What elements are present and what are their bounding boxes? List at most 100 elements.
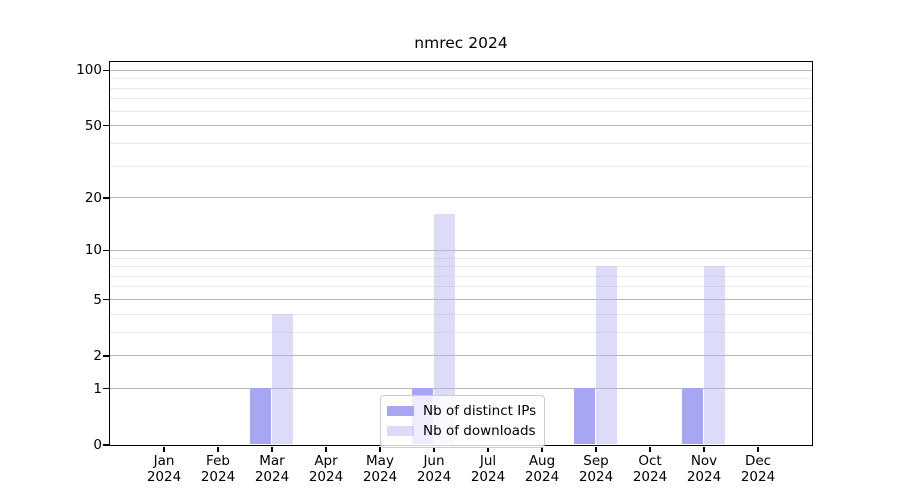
x-tick-mark (271, 446, 273, 452)
x-tick-label-line: 2024 (254, 469, 290, 485)
legend-item-distinct-ips: Nb of distinct IPs (387, 401, 536, 421)
x-tick-label-line: 2024 (740, 469, 776, 485)
gridline-minor (109, 142, 812, 144)
gridline-major (109, 125, 812, 127)
y-tick-mark (102, 444, 110, 446)
x-tick-label-line: Apr (314, 452, 338, 469)
x-tick-label: May 2024 (350, 453, 410, 486)
x-tick-label-line: 2024 (362, 469, 398, 485)
plot-area (108, 60, 813, 446)
x-tick-label-line: 2024 (416, 469, 452, 485)
x-tick-label-line: Jul (479, 452, 497, 469)
x-tick-label: Oct 2024 (620, 453, 680, 486)
legend-swatch-distinct-ips (387, 406, 414, 416)
x-tick-label: Apr 2024 (296, 453, 356, 486)
y-tick-label: 100 (76, 62, 102, 79)
bar-distinct-ips-nov-2024 (681, 388, 704, 445)
x-tick-label: Nov 2024 (674, 453, 734, 486)
x-tick-label-line: Nov (690, 452, 718, 469)
x-tick-label-line: 2024 (470, 469, 506, 485)
bar-distinct-ips-mar-2024 (249, 388, 272, 445)
x-tick-mark (703, 446, 705, 452)
legend-item-downloads: Nb of downloads (387, 421, 536, 441)
y-tick-label: 2 (93, 347, 102, 364)
x-tick-label-line: 2024 (200, 469, 236, 485)
x-tick-label-line: Sep (583, 452, 609, 469)
x-tick-mark (649, 446, 651, 452)
bar-downloads-jun-2024 (433, 214, 456, 445)
chart-title: nmrec 2024 (414, 34, 508, 52)
gridline-minor (109, 98, 812, 100)
x-tick-mark (217, 446, 219, 452)
x-tick-mark (487, 446, 489, 452)
x-tick-label: Sep 2024 (566, 453, 626, 486)
gridline-minor (109, 110, 812, 112)
y-tick-label: 20 (84, 189, 102, 206)
gridline-major (109, 299, 812, 300)
gridline-major (109, 69, 812, 71)
x-tick-label: Dec 2024 (728, 453, 788, 486)
x-tick-label: Mar 2024 (242, 453, 302, 486)
gridline-major (109, 197, 812, 199)
y-tick-mark (102, 355, 110, 357)
gridline-minor (109, 331, 812, 333)
x-tick-label-line: 2024 (578, 469, 614, 485)
x-tick-mark (163, 446, 165, 452)
x-tick-label-line: Oct (638, 452, 662, 469)
x-tick-label-line: Feb (206, 452, 230, 469)
x-tick-label-line: Jan (153, 452, 175, 469)
x-tick-mark (379, 446, 381, 452)
bar-downloads-nov-2024 (703, 266, 726, 445)
y-tick-mark (102, 197, 110, 199)
y-tick-mark (102, 298, 110, 301)
x-tick-mark (757, 446, 759, 452)
x-tick-label: Jun 2024 (404, 453, 464, 486)
x-tick-mark (433, 446, 435, 452)
x-tick-label-line: 2024 (686, 469, 722, 485)
bar-downloads-mar-2024 (271, 313, 294, 445)
gridline-minor (109, 165, 812, 167)
y-tick-label: 5 (93, 291, 102, 308)
x-tick-label-line: Mar (259, 452, 285, 469)
gridline-minor (109, 275, 812, 277)
gridline-minor (109, 78, 812, 80)
bar-downloads-sep-2024 (595, 266, 618, 445)
gridline-major (109, 355, 812, 357)
x-tick-label: Jul 2024 (458, 453, 518, 486)
gridline-minor (109, 257, 812, 259)
gridline-minor (109, 87, 812, 89)
x-tick-label-line: 2024 (146, 469, 182, 485)
x-tick-label-line: Dec (744, 452, 772, 469)
x-tick-label: Aug 2024 (512, 453, 572, 486)
y-tick-label: 10 (84, 242, 102, 259)
gridline-major (109, 249, 812, 251)
gridline-minor (109, 266, 812, 268)
gridline-minor (109, 313, 812, 315)
gridline-minor (109, 286, 812, 288)
x-tick-label-line: 2024 (308, 469, 344, 485)
x-tick-label: Jan 2024 (134, 453, 194, 486)
legend-label-downloads: Nb of downloads (423, 423, 536, 439)
y-tick-label: 0 (93, 437, 102, 453)
y-tick-label: 1 (93, 380, 102, 397)
gridline-major (109, 388, 812, 390)
x-tick-mark (325, 446, 327, 452)
legend: Nb of distinct IPs Nb of downloads (380, 395, 546, 448)
x-tick-label-line: 2024 (632, 469, 668, 485)
y-tick-label: 50 (84, 117, 102, 134)
x-tick-label-line: Jun (423, 452, 445, 469)
x-tick-label: Feb 2024 (188, 453, 248, 486)
legend-swatch-downloads (387, 426, 414, 436)
legend-label-distinct-ips: Nb of distinct IPs (423, 403, 537, 419)
x-tick-mark (595, 446, 597, 452)
y-tick-mark (102, 387, 110, 390)
y-tick-mark (102, 249, 110, 252)
x-tick-label-line: Aug (528, 452, 556, 469)
bar-distinct-ips-sep-2024 (573, 388, 596, 445)
x-tick-label-line: May (366, 452, 394, 469)
x-tick-mark (541, 446, 543, 452)
x-tick-label-line: 2024 (524, 469, 560, 485)
y-tick-mark (102, 69, 110, 71)
y-tick-mark (102, 124, 110, 127)
